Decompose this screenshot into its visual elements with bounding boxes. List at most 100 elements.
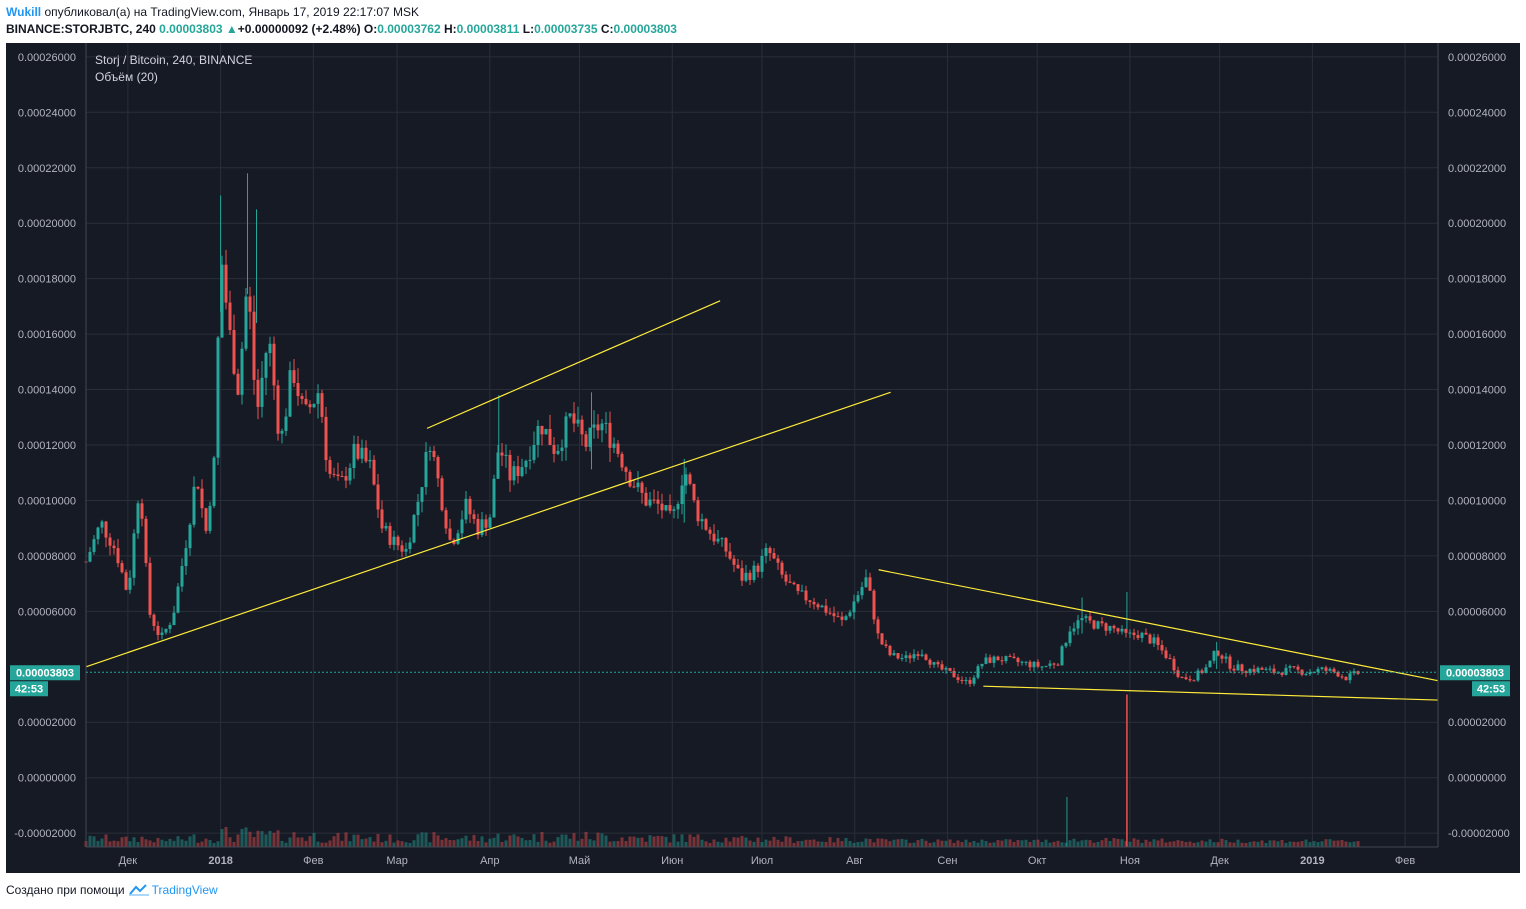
y-tick-label-left: 0.00026000 [18,52,76,64]
candle-body [112,545,116,549]
volume-bar [208,840,212,847]
volume-bar [612,841,616,847]
chart-background [6,43,1520,873]
candle-body [1112,625,1116,629]
volume-bar [640,837,644,847]
candle-body [1084,616,1088,619]
candle-body [952,670,956,678]
volume-bar [1196,842,1200,847]
volume-bar [228,837,232,847]
candle-body [396,536,400,546]
candle-body [824,605,828,613]
volume-bar [272,832,276,847]
volume-bar [1272,840,1276,847]
volume-bar [1176,840,1180,847]
trendlines[interactable] [85,300,1439,701]
price-tag-right: 0.00003803 [1446,667,1504,679]
volume-bar [1060,842,1064,847]
trendline[interactable] [426,300,721,429]
volume-bar [1328,839,1332,847]
candle-body [800,590,804,592]
volume-bar [464,835,468,847]
author-link[interactable]: Wukill [6,5,42,19]
price-chart[interactable]: 0.00026000 0.00026000 0.00024000 0.00024000… [6,43,1520,873]
candle-body [624,467,628,472]
volume-bar [380,842,384,847]
candle-body [1348,673,1352,681]
candle-body [1208,660,1212,668]
volume-bar [604,835,608,847]
volume-bar [992,842,996,847]
tradingview-link[interactable]: TradingView [128,883,218,897]
volume-bar [496,833,500,847]
volume-bar [220,828,224,847]
candle-body [1032,661,1036,668]
made-with-label: Создано при помощи [6,883,125,897]
candle-body [1076,620,1080,629]
volume-bar [908,842,912,847]
footer: Создано при помощи TradingView [6,883,218,897]
volume-bar [592,840,596,847]
candle-body [180,566,184,587]
candle-body [1012,656,1016,659]
candle-body [572,413,576,424]
volume-bar [828,837,832,847]
candle-body [996,656,1000,661]
candle-body [1200,670,1204,673]
candle-body [1240,664,1244,672]
last-price: 0.00003803 [159,22,223,36]
candle-body [972,677,976,684]
volume-bar [492,837,496,847]
volume-bar [280,840,284,847]
volume-bar [468,840,472,847]
candle-body [804,590,808,601]
candle-body [248,296,252,312]
volume-bar [1092,842,1096,847]
candle-body [348,468,352,481]
volume-bar [392,842,396,847]
volume-bar [756,837,760,847]
volume-bar [1108,841,1112,847]
volume-bar [1068,840,1072,847]
volume-bar [920,838,924,847]
volume-bar [488,838,492,847]
candle-body [288,370,292,417]
volume-bar [440,839,444,847]
volume-bar [928,842,932,847]
candle-body [552,445,556,454]
candle-body [484,519,488,528]
volume-bar [184,840,188,847]
x-tick-label: Сен [937,855,957,867]
candle-body [296,383,300,397]
volume-bar [1160,838,1164,847]
candle-body [496,452,500,479]
candle-body [888,645,892,656]
candle-body [776,558,780,563]
candle-body [944,668,948,670]
volume-bar [736,837,740,847]
candle-body [436,457,440,479]
candle-body [948,668,952,671]
candle-body [540,425,544,435]
chart-container[interactable]: 0.00026000 0.00026000 0.00024000 0.00024000… [6,43,1520,873]
trendline[interactable] [983,685,1439,701]
volume-bar [160,839,164,847]
volume-bar [1156,840,1160,847]
trendline[interactable] [878,569,1439,682]
volume-bar [924,840,928,847]
symbol-ohlc: BINANCE:STORJBTC, 240 0.00003803 ▲+0.000… [6,22,677,36]
trendline[interactable] [85,391,891,668]
candle-body [220,264,224,338]
volume-bar [636,837,640,847]
candle-body [1088,616,1092,621]
candle-body [360,447,364,459]
x-tick-label: Ноя [1120,855,1140,867]
volume-bar [644,841,648,847]
volume-bar [136,842,140,847]
y-tick-label-left: 0.00014000 [18,385,76,397]
volume-bar [1080,840,1084,847]
candle-body [1104,623,1108,631]
volume-bar [1064,842,1068,847]
candle-body [184,548,188,567]
volume-bar [1268,840,1272,847]
